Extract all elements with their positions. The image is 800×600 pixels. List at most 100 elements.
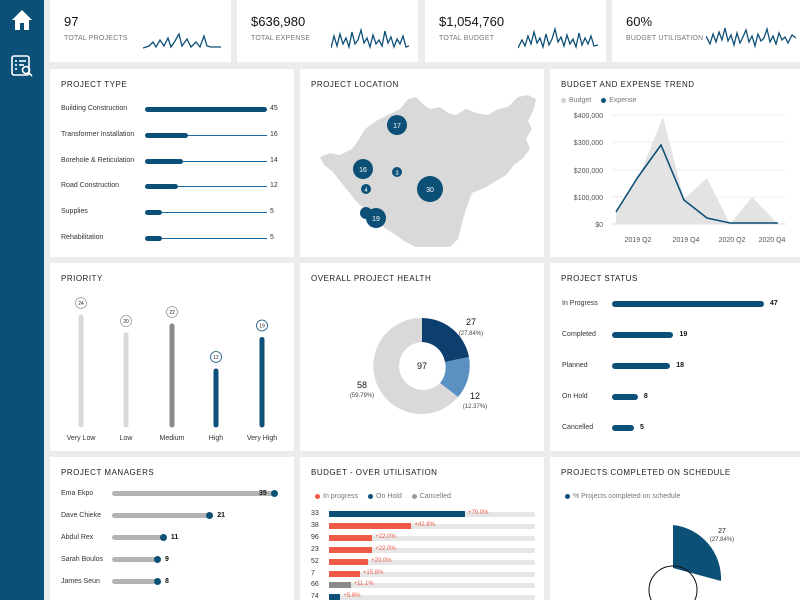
- bubble[interactable]: 3: [392, 167, 402, 177]
- row-bar: [329, 511, 465, 517]
- on-schedule-chart: 27 (27.84%): [648, 525, 734, 600]
- bubble-label: 19: [372, 216, 380, 223]
- bar: [145, 158, 183, 164]
- kpi-label: TOTAL PROJECTS: [64, 35, 128, 42]
- row-track: [329, 571, 535, 577]
- kpi-value: $1,054,760: [439, 14, 505, 29]
- schedule-value: 27: [718, 528, 726, 535]
- row-bar: [329, 594, 341, 600]
- sparkline: [143, 32, 221, 49]
- row-track: [329, 535, 535, 541]
- manager-value: 21: [217, 512, 225, 519]
- bar: [145, 132, 189, 138]
- panel-title: PRIORITY: [61, 274, 103, 283]
- manager-value: 11: [170, 534, 179, 541]
- row-track: [329, 595, 535, 600]
- manager-value: 9: [165, 556, 169, 563]
- status-label: On Hold: [562, 393, 588, 400]
- manager-label: Sarah Boulos: [61, 556, 104, 563]
- status-label: Completed: [562, 331, 596, 338]
- row-pct: +15.8%: [362, 569, 384, 576]
- bar-label: Road Construction: [61, 182, 119, 190]
- status-value: 8: [643, 393, 648, 400]
- bubble[interactable]: 19: [366, 208, 386, 228]
- priority-value: 12: [213, 355, 219, 361]
- manager-label: Abdul Rex: [61, 534, 94, 541]
- priority-chart: 24 Very Low 20 Low 22 Medium 12 High 19 Very High: [67, 297, 277, 442]
- row-pct: +11.1%: [353, 581, 374, 588]
- bar-track: [145, 212, 267, 214]
- status-label: Planned: [562, 362, 588, 369]
- expense-line: [615, 143, 778, 224]
- row-bar: [329, 558, 369, 565]
- kpi-value: 97: [64, 14, 79, 29]
- priority-label: Very High: [247, 435, 277, 442]
- bar-label: Transformer Installation: [61, 130, 135, 138]
- legend-expense: Expense: [601, 97, 636, 104]
- segment-value: 27: [466, 317, 476, 327]
- bar-label: Rehabilitation: [61, 234, 104, 241]
- donut-center: 97: [417, 361, 427, 371]
- row-track: [329, 523, 535, 529]
- row-pct: +42.8%: [414, 521, 435, 528]
- panel-title: BUDGET - OVER UTILISATION: [311, 468, 438, 477]
- status-value: 47: [770, 300, 778, 307]
- bar: [145, 107, 267, 112]
- sidebar: [0, 0, 44, 600]
- status-value: 19: [679, 331, 688, 338]
- bar-value: 5: [270, 234, 274, 241]
- row-track: [329, 547, 535, 553]
- bubble[interactable]: 4: [361, 184, 371, 194]
- schedule-circle: [648, 565, 698, 600]
- kpi-label: TOTAL BUDGET: [439, 35, 495, 42]
- priority-panel: PRIORITY 24 Very Low 20 Low 22 Medium 12 High 19…: [50, 263, 294, 451]
- segment-value: 12: [470, 391, 480, 401]
- priority-label: Medium: [160, 435, 185, 442]
- y-tick: $200,000: [574, 168, 603, 175]
- bar: [145, 184, 178, 190]
- manager-bar: [112, 579, 157, 584]
- home-icon[interactable]: [8, 6, 36, 34]
- location-map: 17 16 3 4 30 19: [320, 95, 536, 247]
- bubble[interactable]: 30: [417, 176, 443, 202]
- priority-value: 19: [259, 324, 265, 330]
- row-pct: +20.0%: [371, 557, 392, 564]
- row-id: 96: [311, 533, 319, 541]
- bubble[interactable]: 16: [353, 159, 373, 179]
- bar-value: 5: [270, 208, 274, 216]
- row-id: 23: [311, 545, 319, 553]
- panel-title: PROJECT TYPE: [61, 80, 128, 89]
- schedule-wedge: [673, 525, 722, 581]
- row-id: 33: [311, 510, 319, 517]
- legend-on-schedule: % Projects completed on schedule: [565, 493, 680, 500]
- priority-label: Very Low: [67, 435, 97, 442]
- managers-panel: PROJECT MANAGERS Ema Ekpo 35 Dave Chieke 21…: [50, 457, 294, 600]
- bubble-label: 3: [395, 171, 399, 177]
- kpi-value: 60%: [626, 14, 653, 29]
- donut-segment-27: [422, 318, 469, 362]
- x-tick: 2020 Q2: [719, 237, 746, 244]
- status-bar: [612, 301, 764, 307]
- bar-label: Borehole & Reticulation: [61, 156, 135, 164]
- report-search-icon[interactable]: [8, 52, 36, 80]
- manager-dot: [206, 512, 214, 519]
- segment-pct: (27.84%): [459, 331, 483, 337]
- y-tick: $300,000: [574, 140, 603, 147]
- manager-dot: [154, 578, 161, 585]
- y-tick: $0: [595, 222, 603, 229]
- priority-badge: [120, 315, 132, 327]
- row-bar: [329, 570, 360, 577]
- status-value: 18: [676, 362, 684, 369]
- row-id: 52: [311, 557, 319, 565]
- status-label: Cancelled: [562, 424, 594, 431]
- row-bar: [329, 546, 373, 553]
- project-type-panel: PROJECT TYPE Building Construction 45 Tran…: [50, 69, 294, 257]
- kpi-card-total-expense: $636,980 TOTAL EXPENSE: [237, 0, 418, 62]
- bar-value: 12: [270, 182, 278, 190]
- bubble[interactable]: 17: [387, 115, 407, 135]
- row-bar: [329, 582, 351, 589]
- bar-track: [145, 186, 267, 188]
- row-pct: +70.0%: [467, 510, 489, 516]
- bar-value: 16: [270, 130, 278, 138]
- sparkline: [331, 27, 409, 50]
